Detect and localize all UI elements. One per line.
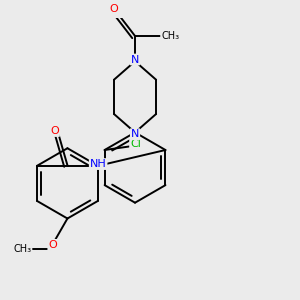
Text: Cl: Cl — [130, 139, 141, 149]
Text: CH₃: CH₃ — [14, 244, 32, 254]
Text: O: O — [50, 126, 59, 136]
Text: NH: NH — [90, 159, 106, 169]
Text: N: N — [131, 129, 139, 139]
Text: O: O — [48, 240, 57, 250]
Text: CH₃: CH₃ — [161, 31, 179, 41]
Text: O: O — [110, 4, 118, 14]
Text: N: N — [131, 55, 139, 64]
